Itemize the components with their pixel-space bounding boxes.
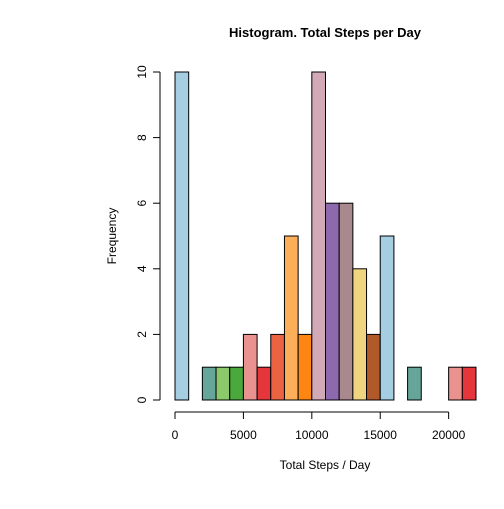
histogram-bar: [229, 366, 244, 401]
histogram-bar: [448, 366, 463, 401]
y-axis-label: Frequency: [105, 208, 119, 265]
histogram-bar: [174, 71, 190, 401]
chart-title: Histogram. Total Steps per Day: [229, 25, 422, 40]
histogram-bar: [242, 333, 258, 401]
histogram-bar: [297, 333, 313, 401]
histogram-bar: [352, 268, 368, 401]
x-tick-label: 10000: [295, 428, 329, 442]
y-tick-label: 8: [135, 134, 149, 141]
x-tick-label: 5000: [230, 428, 257, 442]
histogram-bar: [256, 366, 272, 401]
y-tick-label: 0: [135, 396, 149, 403]
histogram-bar: [366, 333, 381, 401]
y-axis: 0 2 4 6 8 10: [135, 65, 161, 403]
x-axis-label: Total Steps / Day: [280, 458, 371, 472]
y-tick-label: 2: [135, 331, 149, 338]
x-tick-label: 15000: [364, 428, 398, 442]
x-tick-label: 20000: [432, 428, 466, 442]
y-tick-label: 4: [135, 265, 149, 272]
histogram-bar: [215, 366, 231, 401]
histogram-bar: [379, 235, 395, 401]
histogram-bar: [325, 202, 340, 401]
histogram-bar: [311, 71, 326, 401]
histogram-bar: [407, 366, 422, 401]
x-axis: 0 5000 10000 15000 20000: [172, 411, 466, 442]
histogram-bar: [338, 202, 354, 401]
bars-layer: [174, 71, 477, 401]
histogram-bar: [461, 366, 477, 401]
x-tick-label: 0: [172, 428, 179, 442]
histogram-bar: [270, 333, 285, 401]
y-tick-label: 10: [135, 65, 149, 79]
y-tick-label: 6: [135, 200, 149, 207]
histogram-bar: [283, 235, 299, 401]
histogram-bar: [201, 366, 217, 401]
